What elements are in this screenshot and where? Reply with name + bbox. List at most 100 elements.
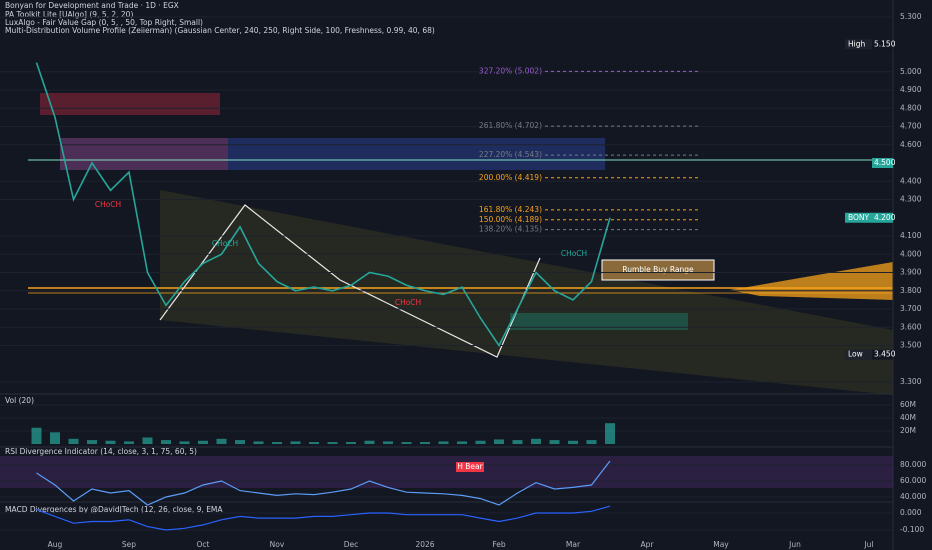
y-tick-label: 4.900 <box>900 85 922 94</box>
bar <box>179 441 190 444</box>
price-marker-name: BONY <box>848 213 870 222</box>
x-tick-label: 2026 <box>415 540 434 549</box>
price-marker-tag <box>845 39 872 50</box>
y-tick-label: 4.100 <box>900 231 922 240</box>
bar <box>605 423 615 444</box>
fib-label: 227.20% (4.543) <box>479 150 542 159</box>
y-tick-label: 20M <box>900 426 916 435</box>
price-marker-label: 4.500 <box>874 158 896 167</box>
price-marker <box>872 39 893 50</box>
annotation: CHoCH <box>561 249 587 258</box>
fib-label: 138.20% (4.135) <box>479 225 542 234</box>
y-tick-label: -0.100 <box>900 525 924 534</box>
fib-label: 261.80% (4.702) <box>479 121 542 130</box>
x-tick-label: Jun <box>788 540 801 549</box>
pane-title: MACD Divergences by @DavidJTech (12, 26,… <box>5 505 223 514</box>
line-series <box>36 505 611 531</box>
fib-label: 161.80% (4.243) <box>479 205 542 214</box>
x-tick-label: Aug <box>48 540 63 549</box>
pane-title: RSI Divergence Indicator (14, close, 3, … <box>5 447 197 456</box>
price-marker-label: 3.450 <box>874 350 896 359</box>
bar <box>457 441 467 444</box>
bar <box>475 440 486 444</box>
bar <box>383 441 393 444</box>
bar <box>309 442 319 444</box>
x-tick-label: Sep <box>122 540 136 549</box>
y-tick-label: 80.000 <box>900 460 926 469</box>
bar <box>161 440 171 444</box>
x-tick-label: Dec <box>344 540 359 549</box>
bar <box>346 442 356 444</box>
bar <box>327 442 338 444</box>
x-tick-label: Mar <box>566 540 581 549</box>
price-marker-name: Low <box>848 350 863 359</box>
bar <box>124 441 134 444</box>
bar <box>216 438 227 444</box>
bar <box>253 441 264 444</box>
supply-zone <box>40 93 220 115</box>
bar <box>105 440 116 444</box>
x-tick-label: Jul <box>863 540 873 549</box>
fib-label: 327.20% (5.002) <box>479 66 542 75</box>
rsi-band <box>0 456 893 488</box>
y-tick-label: 40.000 <box>900 492 926 501</box>
fib-label: 150.00% (4.189) <box>479 215 542 224</box>
price-marker <box>872 212 893 223</box>
annotation-tag <box>456 462 484 472</box>
annotation: CHoCH <box>212 239 238 248</box>
price-marker-tag <box>845 212 872 223</box>
y-tick-label: 5.300 <box>900 12 922 21</box>
bar <box>438 441 449 444</box>
y-tick-label: 4.400 <box>900 176 922 185</box>
x-tick-label: Nov <box>270 540 285 549</box>
y-tick-label: 4.700 <box>900 122 922 131</box>
indicator-label: LuxAlgo - Fair Value Gap (0, 5, , 50, To… <box>5 18 203 27</box>
bar <box>272 442 282 444</box>
y-tick-label: 4.600 <box>900 140 922 149</box>
x-tick-label: Apr <box>641 540 655 549</box>
y-tick-label: 3.800 <box>900 286 922 295</box>
x-tick-label: May <box>713 540 729 549</box>
fvg-zone <box>60 138 228 170</box>
buy-range-box <box>601 259 715 281</box>
line-series <box>35 62 611 348</box>
price-marker-label: 5.150 <box>874 39 896 48</box>
y-tick-label: 60M <box>900 400 916 409</box>
y-tick-label: 4.300 <box>900 195 922 204</box>
bar <box>364 440 375 444</box>
bar <box>68 438 79 444</box>
price-marker-tag <box>845 349 872 360</box>
annotation: H Bear <box>457 462 483 471</box>
demand-zone <box>510 313 688 330</box>
y-tick-label: 60.000 <box>900 476 926 485</box>
annotation: CHoCH <box>395 298 421 307</box>
bar <box>31 427 42 444</box>
y-tick-label: 3.700 <box>900 304 922 313</box>
y-tick-label: 3.600 <box>900 322 922 331</box>
bar <box>198 440 208 444</box>
price-marker <box>872 349 893 360</box>
bar <box>235 440 245 444</box>
bar <box>290 441 301 444</box>
bar <box>420 442 430 444</box>
zigzag <box>159 204 541 358</box>
bar <box>531 438 541 444</box>
bar <box>50 432 60 444</box>
y-tick-label: 3.300 <box>900 377 922 386</box>
y-tick-label: 3.900 <box>900 268 922 277</box>
bar <box>549 440 560 444</box>
y-tick-label: 0.000 <box>900 508 922 517</box>
x-tick-label: Feb <box>492 540 506 549</box>
price-marker-label: 4.200 <box>874 213 896 222</box>
bar <box>494 439 504 444</box>
y-tick-label: 40M <box>900 413 916 422</box>
bar <box>87 440 97 444</box>
price-marker-name: High <box>848 39 865 48</box>
pane-title: Vol (20) <box>5 396 34 405</box>
y-tick-label: 4.000 <box>900 249 922 258</box>
y-tick-label: 4.800 <box>900 103 922 112</box>
bar <box>586 440 597 444</box>
annotation: CHoCH <box>95 200 121 209</box>
box-label: Rumble Buy Range <box>622 265 694 274</box>
